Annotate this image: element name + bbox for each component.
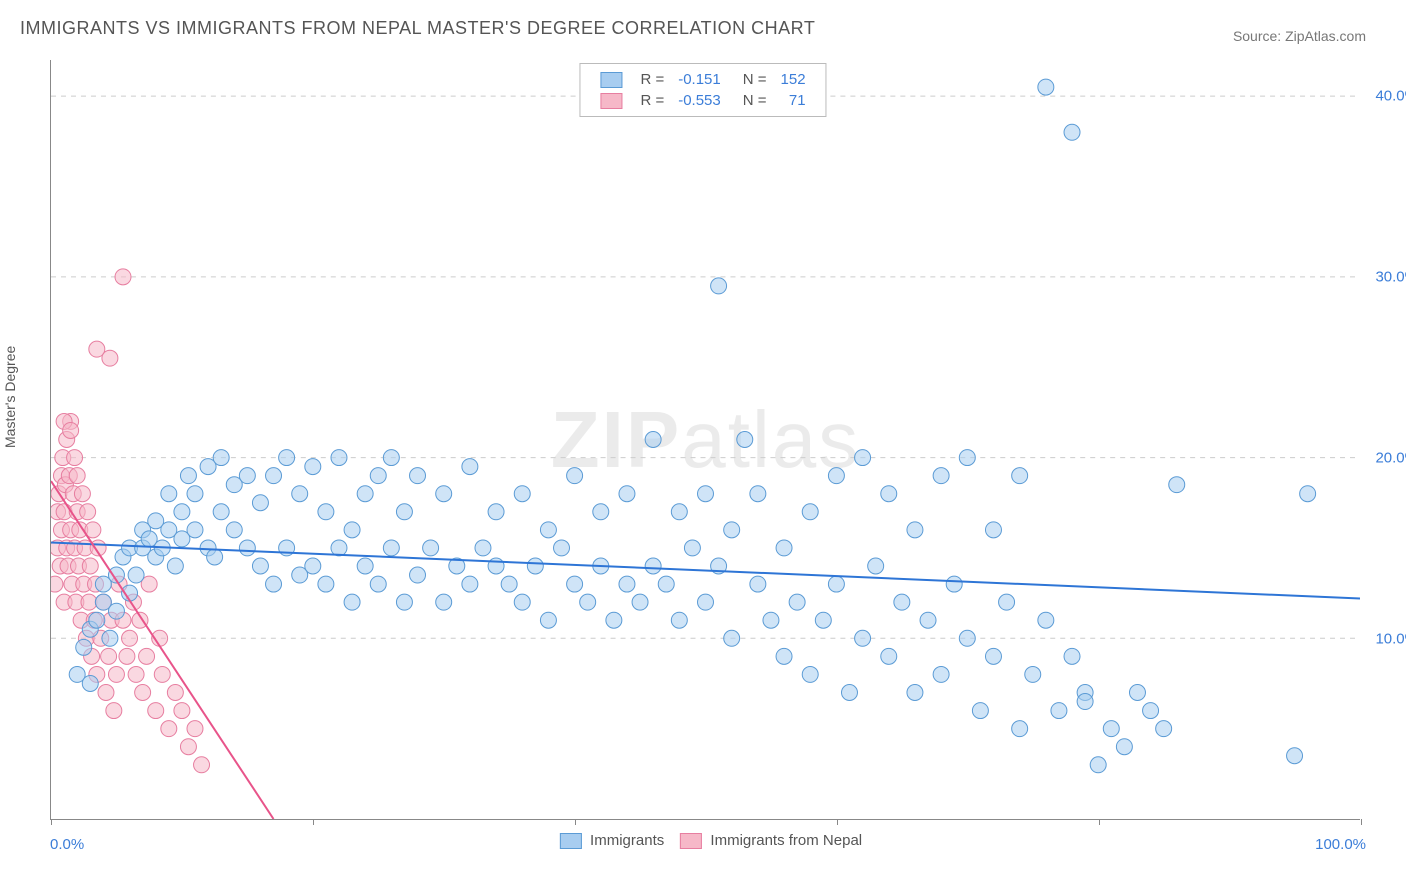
x-axis-min-label: 0.0% — [50, 836, 84, 853]
y-axis-label: Master's Degree — [2, 346, 18, 448]
correlation-legend: R =-0.151N =152 R =-0.553N =71 — [579, 63, 826, 117]
chart-title: IMMIGRANTS VS IMMIGRANTS FROM NEPAL MAST… — [20, 18, 815, 39]
chart-source: Source: ZipAtlas.com — [1233, 28, 1366, 44]
y-tick-label: 40.0% — [1375, 88, 1406, 105]
legend-label: Immigrants from Nepal — [706, 832, 862, 849]
chart-svg — [51, 60, 1360, 819]
x-tick — [1099, 819, 1100, 825]
y-tick-label: 20.0% — [1375, 450, 1406, 467]
plot-area: ZIPatlas 10.0%20.0%30.0%40.0% — [50, 60, 1360, 820]
legend-swatch — [680, 833, 702, 849]
y-tick-label: 30.0% — [1375, 269, 1406, 286]
legend-row: R =-0.151N =152 — [594, 70, 811, 89]
x-tick — [313, 819, 314, 825]
legend-swatch — [560, 833, 582, 849]
series-legend: Immigrants Immigrants from Nepal — [544, 832, 862, 849]
legend-row: R =-0.553N =71 — [594, 91, 811, 110]
legend-label: Immigrants — [586, 832, 664, 849]
y-tick-label: 10.0% — [1375, 631, 1406, 648]
x-tick — [837, 819, 838, 825]
x-tick — [1361, 819, 1362, 825]
x-tick — [51, 819, 52, 825]
x-axis-max-label: 100.0% — [1315, 836, 1366, 853]
x-tick — [575, 819, 576, 825]
